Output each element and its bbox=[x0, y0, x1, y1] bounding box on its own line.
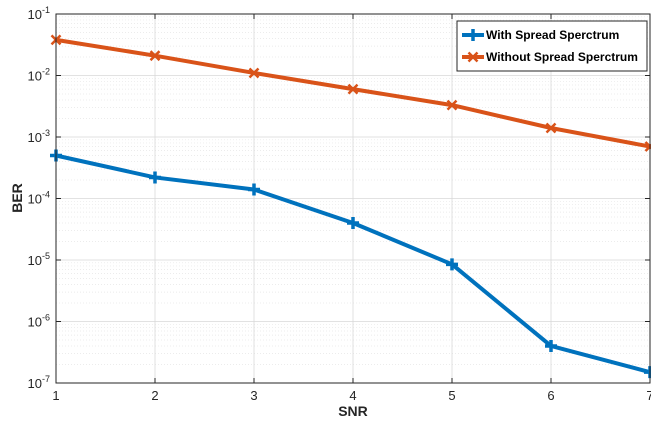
legend-label: Without Spread Sperctrum bbox=[486, 50, 638, 64]
series-1-point bbox=[149, 171, 161, 184]
x-tick-label: 4 bbox=[349, 388, 356, 403]
legend-box bbox=[456, 20, 648, 72]
y-tick-labels: 10-710-610-510-410-310-210-1 bbox=[28, 5, 50, 391]
legend-swatch-marker bbox=[467, 51, 479, 63]
y-tick-label: 10-5 bbox=[28, 251, 50, 268]
y-tick-base: 10 bbox=[28, 253, 42, 268]
series-2-point bbox=[149, 50, 161, 62]
y-tick-exponent: -7 bbox=[42, 374, 50, 384]
y-tick-exponent: -3 bbox=[42, 128, 50, 138]
series-1-point bbox=[446, 258, 458, 271]
x-tick-label: 7 bbox=[646, 388, 651, 403]
y-tick-base: 10 bbox=[28, 376, 42, 391]
y-tick-label: 10-2 bbox=[28, 67, 50, 84]
y-tick-exponent: -4 bbox=[42, 190, 50, 200]
x-tick-labels: 1 2 3 4 5 6 7 bbox=[52, 388, 651, 403]
axis-ticks bbox=[55, 13, 651, 384]
y-tick-base: 10 bbox=[28, 7, 42, 22]
y-tick-base: 10 bbox=[28, 192, 42, 207]
y-tick-label: 10-7 bbox=[28, 374, 50, 391]
series-2-point bbox=[545, 122, 557, 134]
y-tick-label: 10-3 bbox=[28, 128, 50, 145]
y-axis-label: BER bbox=[9, 183, 25, 213]
series-layer bbox=[50, 34, 651, 379]
legend-label: With Spread Sperctrum bbox=[486, 28, 619, 42]
series-2-point bbox=[248, 67, 260, 79]
x-tick-label: 3 bbox=[250, 388, 257, 403]
series-1-point bbox=[545, 339, 557, 352]
y-tick-base: 10 bbox=[28, 315, 42, 330]
x-tick-label: 5 bbox=[448, 388, 455, 403]
x-tick-label: 6 bbox=[547, 388, 554, 403]
y-tick-label: 10-1 bbox=[28, 5, 50, 22]
x-tick-label: 2 bbox=[151, 388, 158, 403]
legend-swatch-marker bbox=[467, 29, 479, 41]
series-1-point bbox=[347, 216, 359, 229]
x-tick-label: 1 bbox=[52, 388, 59, 403]
y-tick-label: 10-4 bbox=[28, 190, 50, 207]
legend: With Spread Sperctrum Without Spread Sper… bbox=[456, 20, 648, 72]
y-tick-exponent: -6 bbox=[42, 313, 50, 323]
y-tick-base: 10 bbox=[28, 69, 42, 84]
series-1-point bbox=[248, 183, 260, 196]
y-tick-exponent: -1 bbox=[42, 5, 50, 15]
y-tick-exponent: -2 bbox=[42, 67, 50, 77]
y-tick-base: 10 bbox=[28, 130, 42, 145]
x-axis-label: SNR bbox=[338, 403, 368, 419]
series-2-point bbox=[347, 83, 359, 95]
y-tick-exponent: -5 bbox=[42, 251, 50, 261]
series-2-point bbox=[446, 99, 458, 111]
y-tick-label: 10-6 bbox=[28, 313, 50, 330]
